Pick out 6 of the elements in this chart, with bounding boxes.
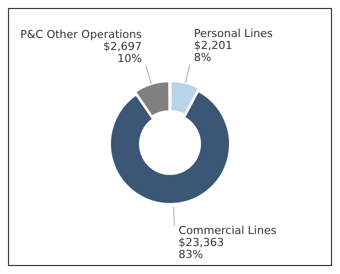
- slice-label: Commercial Lines: [178, 224, 277, 238]
- slice-label: Personal Lines: [194, 26, 274, 40]
- data-label: $2,201 8%: [194, 38, 232, 64]
- data-label: $23,363 83%: [178, 236, 224, 262]
- slice-label: P&C Other Operations: [20, 28, 142, 42]
- data-label: $2,697 10%: [103, 40, 142, 66]
